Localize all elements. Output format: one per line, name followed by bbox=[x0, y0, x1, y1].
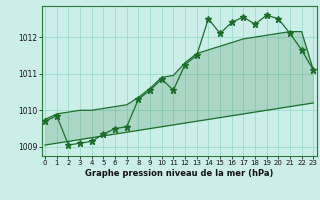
X-axis label: Graphe pression niveau de la mer (hPa): Graphe pression niveau de la mer (hPa) bbox=[85, 169, 273, 178]
